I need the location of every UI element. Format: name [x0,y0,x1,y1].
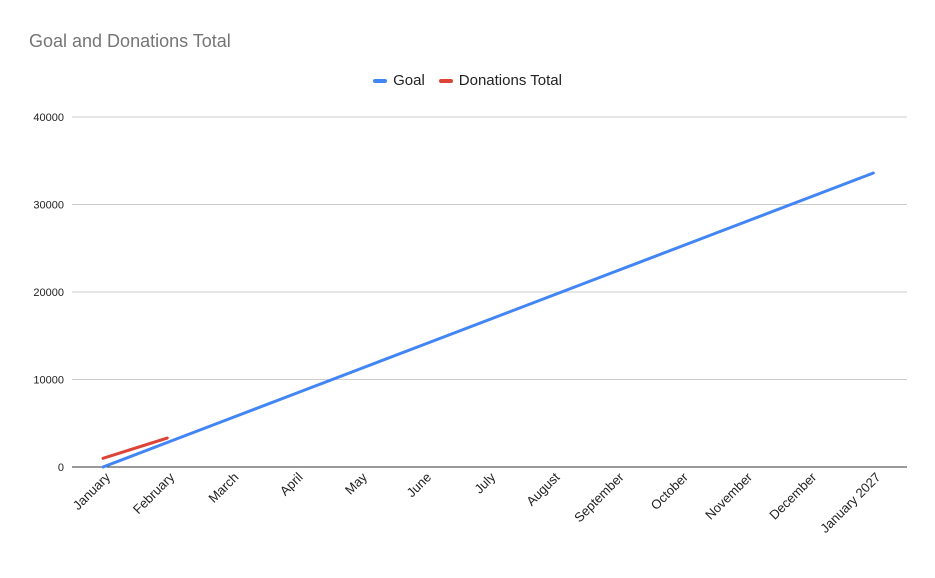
x-tick-label: December [766,469,819,522]
legend-item-goal[interactable]: Goal [373,72,425,89]
x-tick-label: November [702,469,755,522]
series-line-goal [101,171,875,469]
chart-title: Goal and Donations Total [29,31,231,51]
x-tick-label: January [70,469,114,513]
legend-label-donations-total: Donations Total [458,72,562,89]
x-tick-label: January 2027 [817,470,883,536]
series-line-donations-total [101,436,169,460]
y-tick-label: 40000 [33,112,64,124]
x-tick-label: April [277,469,306,498]
y-tick-label: 30000 [33,200,64,212]
legend: Goal Donations Total [0,72,935,89]
legend-label-goal: Goal [393,72,425,89]
y-tick-label: 0 [58,462,64,474]
legend-item-donations-total[interactable]: Donations Total [438,72,562,89]
x-tick-label: June [404,470,435,501]
x-tick-label: March [205,470,241,506]
y-tick-label: 10000 [33,375,64,387]
x-tick-label: July [471,469,498,496]
legend-swatch-goal [373,78,388,83]
x-tick-label: August [523,469,562,508]
x-tick-label: February [130,469,178,517]
x-tick-label: October [648,469,692,513]
legend-swatch-donations-total [438,78,453,83]
x-tick-label: September [571,469,627,525]
y-tick-label: 20000 [33,287,64,299]
x-tick-label: May [342,469,370,497]
